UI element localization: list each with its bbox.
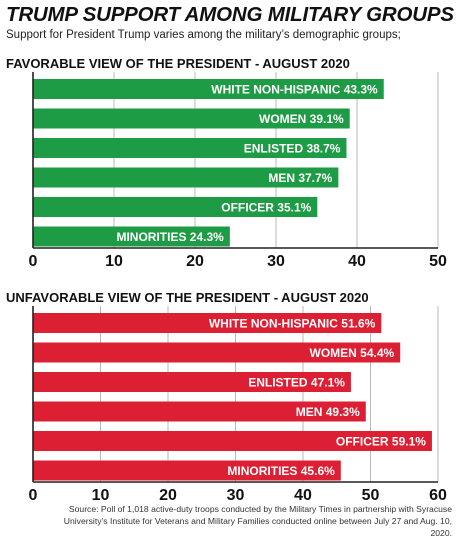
favorable-bar-label: OFFICER 35.1% — [221, 200, 311, 214]
favorable-chart: WHITE NON-HISPANIC 43.3% WOMEN 39.1% ENLIS… — [29, 72, 447, 270]
unfavorable-tick-label: 50 — [362, 487, 380, 504]
unfavorable-bar — [33, 342, 401, 363]
unfavorable-tick-label: 60 — [429, 487, 447, 504]
favorable-bar — [33, 138, 347, 158]
unfavorable-bar — [33, 431, 432, 451]
favorable-bar — [33, 167, 339, 188]
unfavorable-bar — [33, 372, 351, 392]
unfavorable-tick-label: 20 — [159, 487, 177, 504]
unfavorable-bar-label: ENLISTED 47.1% — [248, 375, 345, 389]
unfavorable-bar — [33, 460, 341, 481]
favorable-bar-label: MINORITIES 24.3% — [116, 230, 224, 244]
favorable-tick-label: 10 — [105, 253, 123, 270]
favorable-tick-label: 20 — [186, 253, 204, 270]
unfavorable-bar-label: MINORITIES 45.6% — [227, 464, 335, 478]
unfavorable-tick-label: 10 — [92, 487, 110, 504]
favorable-bar-label: WOMEN 39.1% — [259, 112, 344, 126]
unfavorable-bar-label: WHITE NON-HISPANIC 51.6% — [209, 316, 376, 330]
unfavorable-tick-label: 0 — [29, 487, 38, 504]
favorable-chart-title: FAVORABLE VIEW OF THE PRESIDENT - AUGUST… — [6, 56, 350, 71]
favorable-bar-label: ENLISTED 38.7% — [244, 141, 341, 155]
favorable-bar — [33, 79, 384, 99]
favorable-bar-label: WHITE NON-HISPANIC 43.3% — [211, 82, 378, 96]
unfavorable-chart-title: UNFAVORABLE VIEW OF THE PRESIDENT - AUGU… — [6, 290, 369, 305]
favorable-tick-label: 50 — [429, 253, 447, 270]
favorable-tick-label: 40 — [348, 253, 366, 270]
page-title: TRUMP SUPPORT AMONG MILITARY GROUPS — [6, 3, 454, 26]
unfavorable-bar — [33, 401, 366, 422]
source-note: Source: Poll of 1,018 active-duty troops… — [63, 504, 452, 538]
favorable-bar-label: MEN 37.7% — [268, 171, 332, 185]
unfavorable-tick-label: 30 — [227, 487, 245, 504]
favorable-bar — [33, 197, 318, 217]
favorable-tick-label: 0 — [29, 253, 38, 270]
favorable-tick-label: 30 — [267, 253, 285, 270]
favorable-bar — [33, 226, 230, 247]
unfavorable-bar-label: WOMEN 54.4% — [310, 346, 395, 360]
page-subtitle: Support for President Trump varies among… — [6, 29, 401, 41]
unfavorable-bar — [33, 313, 382, 333]
unfavorable-tick-label: 40 — [294, 487, 312, 504]
favorable-bar — [33, 108, 350, 129]
unfavorable-bar-label: OFFICER 59.1% — [336, 434, 426, 448]
unfavorable-chart: WHITE NON-HISPANIC 51.6% WOMEN 54.4% ENLIS… — [29, 306, 447, 504]
unfavorable-bar-label: MEN 49.3% — [296, 405, 360, 419]
